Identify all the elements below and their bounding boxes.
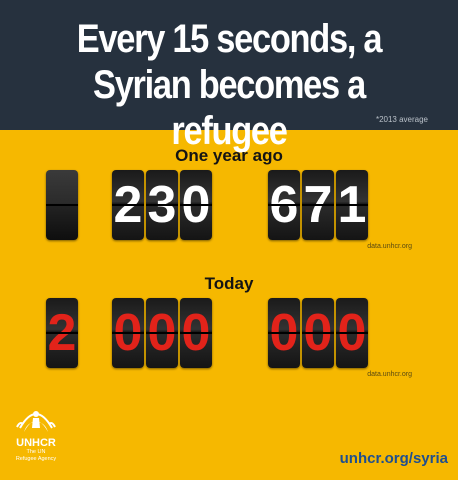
counter-card: 0: [268, 298, 300, 368]
one-year-ago-label: One year ago: [175, 146, 283, 165]
unhcr-logo-icon: [16, 411, 56, 432]
counter-card: 2: [46, 298, 78, 368]
today-label: Today: [204, 274, 254, 293]
headline: Every 15 seconds, a Syrian becomes a ref…: [32, 16, 426, 154]
counter-card: 6: [268, 170, 300, 240]
counter-card: 1: [336, 170, 368, 240]
headline-line-2: Syrian becomes a refugee: [93, 63, 366, 153]
header-band: Every 15 seconds, a Syrian becomes a ref…: [0, 0, 458, 153]
logo-subtitle-2: Refugee Agency: [15, 456, 57, 462]
logo-name: UNHCR: [16, 437, 56, 449]
today-counter: 2 0 0 0 0 0 0: [46, 298, 416, 370]
counter-card: 7: [302, 170, 334, 240]
unhcr-logo-text: UNHCR The UN Refugee Agency: [10, 437, 62, 463]
counter-card: 0: [302, 298, 334, 368]
counter-card: 0: [180, 170, 212, 240]
counter-card: 0: [146, 298, 178, 368]
counter-card: 2: [112, 170, 144, 240]
headline-line-1: Every 15 seconds, a: [76, 17, 383, 61]
counter-card-blank: [46, 170, 78, 240]
counter-card: 0: [180, 298, 212, 368]
counter-card: 0: [336, 298, 368, 368]
source-label-today: data.unhcr.org: [367, 371, 412, 378]
one-year-ago-counter: 2 3 0 6 7 1: [46, 170, 416, 242]
counter-card: 3: [146, 170, 178, 240]
logo-subtitle-1: The UN: [26, 449, 46, 455]
source-label-year: data.unhcr.org: [367, 243, 412, 250]
counter-card: 0: [112, 298, 144, 368]
website-link[interactable]: unhcr.org/syria: [339, 450, 448, 467]
footnote: *2013 average: [375, 115, 428, 124]
